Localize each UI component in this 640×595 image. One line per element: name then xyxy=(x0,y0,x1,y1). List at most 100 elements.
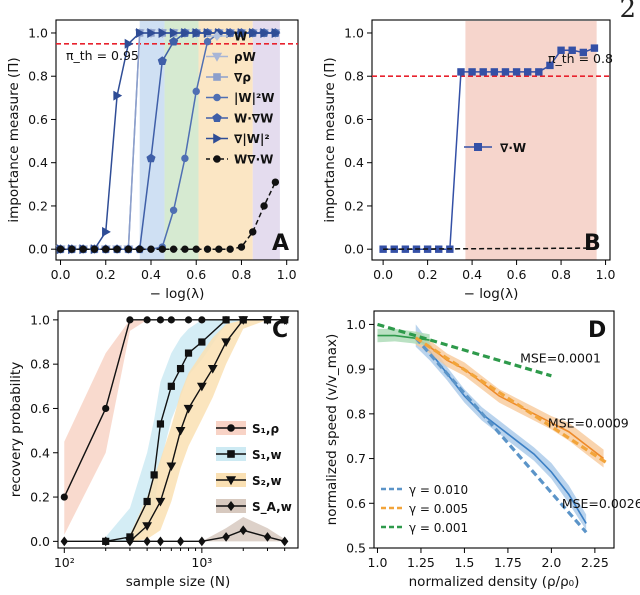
y-tick-label: 1.0 xyxy=(344,25,364,40)
plot-frame xyxy=(371,19,611,261)
confidence-band xyxy=(64,516,285,542)
data-point xyxy=(157,56,167,65)
data-point xyxy=(238,316,249,325)
legend-entry: W∇·W xyxy=(234,153,273,167)
data-point xyxy=(147,27,157,38)
y-tick-label: 0.4 xyxy=(30,445,50,460)
threshold-label: π_th = 0.8 xyxy=(548,51,613,66)
x-axis-label: sample size (N) xyxy=(126,574,230,590)
data-point xyxy=(169,206,178,214)
data-point xyxy=(156,420,165,428)
data-point xyxy=(150,471,158,479)
data-point xyxy=(490,68,499,76)
data-point xyxy=(169,36,179,46)
x-tick-label: 0.8 xyxy=(551,267,571,282)
data-point xyxy=(184,316,193,324)
shaded-band xyxy=(198,21,253,260)
data-point xyxy=(184,349,193,357)
legend-entry: ∇·W xyxy=(500,141,526,155)
y-tick-label: 0.6 xyxy=(30,401,50,416)
y-tick-label: 0.8 xyxy=(30,357,50,372)
legend: ∇·W xyxy=(464,141,526,155)
y-tick-label: 0.2 xyxy=(30,490,50,505)
data-point xyxy=(143,316,151,324)
y-tick-label: 1.0 xyxy=(346,317,366,332)
data-point xyxy=(166,462,177,472)
data-point xyxy=(226,27,236,38)
shaded-band xyxy=(465,21,597,260)
y-tick-label: 0.7 xyxy=(346,451,366,466)
panel-label: B xyxy=(584,231,601,256)
data-point xyxy=(183,404,194,414)
data-point xyxy=(203,245,212,253)
x-tick-label: 0.4 xyxy=(141,267,161,282)
x-tick-label: 0.8 xyxy=(232,267,252,282)
x-tick-label: 1.5 xyxy=(454,555,474,570)
legend-marker xyxy=(213,30,221,42)
legend-entry: S_A,w xyxy=(252,500,292,515)
data-point xyxy=(262,316,273,325)
x-tick-label: 2.0 xyxy=(541,555,561,570)
y-axis-label: recovery probability xyxy=(8,362,24,497)
legend-marker xyxy=(227,424,235,432)
legend: WρW ∇ρ |W|²W W·∇W ∇|W|² W∇·W xyxy=(206,30,275,167)
data-point xyxy=(169,27,179,38)
plot-frame xyxy=(373,310,615,549)
data-point xyxy=(143,497,151,506)
data-point xyxy=(169,245,178,253)
panel-b: 0.0 0.2 0.4 0.6 0.8 1.0 0.0 0.2 0.4 0.6 0.8 1.0 − lo… xyxy=(322,19,616,302)
data-point xyxy=(102,536,110,547)
data-point xyxy=(280,536,289,547)
data-point xyxy=(222,316,230,324)
data-point xyxy=(102,245,110,253)
data-point xyxy=(167,316,175,324)
x-tick-label: 0.0 xyxy=(51,267,71,282)
data-point xyxy=(271,27,281,38)
x-tick-label: 1.0 xyxy=(368,555,388,570)
data-point xyxy=(457,68,465,76)
data-point xyxy=(535,68,543,76)
legend: S₁,ρ S₁,w S₂,w S_A,w xyxy=(216,421,292,515)
y-tick-label: 0.0 xyxy=(344,242,364,257)
x-tick-label: 10² xyxy=(54,555,75,570)
x-axis-label: − log(λ) xyxy=(464,286,519,302)
y-tick-label: 0.8 xyxy=(28,69,48,84)
data-point xyxy=(113,90,123,101)
data-point xyxy=(192,27,202,38)
y-tick-label: 0.6 xyxy=(346,496,366,511)
data-point xyxy=(155,497,166,507)
x-tick-label: 0.4 xyxy=(462,267,482,282)
data-point xyxy=(260,202,268,210)
y-tick-label: 0.8 xyxy=(346,406,366,421)
threshold-label: π_th = 0.95 xyxy=(66,48,139,63)
legend-marker xyxy=(227,450,235,458)
y-axis-label: normalized speed (v/v_max) xyxy=(324,334,340,526)
data-point xyxy=(271,178,280,186)
y-tick-label: 0.5 xyxy=(346,541,366,556)
x-tick-label: 0.6 xyxy=(507,267,527,282)
y-tick-label: 0.8 xyxy=(344,69,364,84)
series-line xyxy=(383,247,595,250)
data-point xyxy=(124,38,134,49)
data-point xyxy=(156,316,165,324)
data-point xyxy=(192,87,200,96)
y-tick-label: 0.2 xyxy=(344,198,364,213)
confidence-band xyxy=(129,319,285,542)
data-point xyxy=(181,245,189,253)
panel-label: C xyxy=(272,318,288,343)
x-tick-label: 0.0 xyxy=(373,267,393,282)
legend-entry: |W|²W xyxy=(234,91,275,105)
data-point xyxy=(126,536,134,547)
data-point xyxy=(546,61,554,70)
data-point xyxy=(226,245,234,253)
data-point xyxy=(68,245,76,253)
panel-a: 0.0 0.2 0.4 0.6 0.8 1.0 0.0 0.2 0.4 0.6 0.8 1.0 − lo… xyxy=(6,19,299,302)
data-point xyxy=(198,536,206,547)
data-point xyxy=(113,245,121,253)
data-point xyxy=(590,44,599,52)
data-point xyxy=(263,532,272,542)
data-point xyxy=(60,536,68,547)
data-point xyxy=(126,316,134,324)
fit-line xyxy=(414,336,608,465)
